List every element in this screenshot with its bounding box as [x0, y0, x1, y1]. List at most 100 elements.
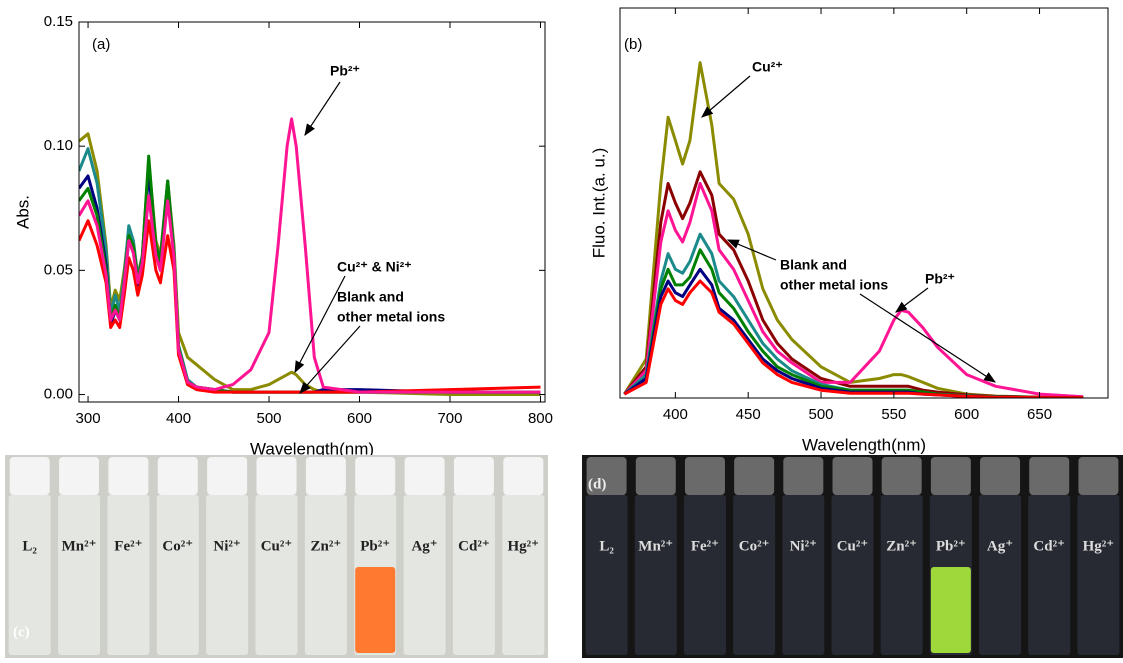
x-tick-label: 600 [347, 410, 372, 427]
x-tick-label: 550 [881, 406, 906, 423]
arrow [300, 326, 360, 393]
x-tick-label: 400 [166, 410, 191, 427]
vial [206, 495, 248, 655]
annotation: Pb²⁺ [330, 63, 360, 79]
plot-area [79, 119, 541, 395]
vial [502, 495, 544, 655]
vial [635, 495, 677, 655]
x-tick-label: 650 [1027, 406, 1052, 423]
annotation: (a) [92, 36, 110, 53]
y-tick-label: 0.15 [44, 13, 73, 30]
vial [733, 495, 775, 655]
photo-label: (c) [13, 624, 30, 640]
arrow [896, 288, 928, 312]
vial [305, 495, 347, 655]
arrow [702, 76, 750, 117]
y-tick-label: 0.05 [44, 261, 73, 278]
vial [107, 495, 149, 655]
vial-cap [207, 457, 247, 495]
x-tick-label: 700 [437, 410, 462, 427]
vial-cap [10, 457, 50, 495]
vial [782, 495, 824, 655]
photo-label: (d) [588, 476, 606, 492]
vial [58, 495, 100, 655]
vial-label: Fe²⁺ [691, 538, 719, 554]
vial-cap [1029, 457, 1069, 495]
vial-label: Co²⁺ [162, 538, 193, 554]
vial-cap [59, 457, 99, 495]
x-tick-label: 400 [663, 406, 688, 423]
vial-cap [882, 457, 922, 495]
vial [1028, 495, 1070, 655]
vial-cap [685, 457, 725, 495]
vial-label: Cd²⁺ [1033, 538, 1065, 554]
annotation: Pb²⁺ [925, 271, 955, 287]
vial [453, 495, 495, 655]
vial-label: Ag⁺ [987, 538, 1013, 554]
vial-label: Cu²⁺ [261, 538, 293, 554]
vial-label: Ni²⁺ [213, 538, 240, 554]
annotation: (b) [624, 36, 642, 53]
x-tick-label: 800 [528, 410, 553, 427]
annotation: Blank and [337, 289, 404, 305]
x-tick-label: 300 [76, 410, 101, 427]
vial [157, 495, 199, 655]
vial-cap [405, 457, 445, 495]
vial-label: Fe²⁺ [114, 538, 142, 554]
x-tick-label: 600 [954, 406, 979, 423]
vial-cap [503, 457, 543, 495]
data-line [624, 250, 1083, 398]
vial-label: Cd²⁺ [458, 538, 490, 554]
plot-area [624, 63, 1083, 398]
annotation: Cu²⁺ [752, 59, 783, 75]
arrow [860, 294, 995, 382]
vial-label: Pb²⁺ [360, 538, 390, 554]
vial-cap [734, 457, 774, 495]
vial-label: Cu²⁺ [837, 538, 869, 554]
vial-cap [158, 457, 198, 495]
vial-cap [980, 457, 1020, 495]
vial-cap [306, 457, 346, 495]
vial-cap [833, 457, 873, 495]
y-tick-label: 0.00 [44, 386, 73, 403]
vial-label: Hg²⁺ [1083, 538, 1115, 554]
vial-label: Ag⁺ [411, 538, 437, 554]
vial [404, 495, 446, 655]
vial-label: Zn²⁺ [310, 538, 341, 554]
vial-label: Co²⁺ [739, 538, 770, 554]
x-tick-label: 500 [809, 406, 834, 423]
vial-liquid [355, 567, 395, 653]
vial-label: L₂ [599, 538, 614, 554]
vial-label: Zn²⁺ [886, 538, 917, 554]
vial [1077, 495, 1119, 655]
vial-cap [931, 457, 971, 495]
vial-label: Hg²⁺ [508, 538, 540, 554]
vial [832, 495, 874, 655]
arrow [305, 82, 340, 135]
y-axis-title: Fluo. Int.(a. u.) [589, 148, 608, 259]
vial-cap [355, 457, 395, 495]
vial-label: Ni²⁺ [790, 538, 817, 554]
vial-cap [454, 457, 494, 495]
vial-label: Mn²⁺ [638, 538, 673, 554]
vial-cap [636, 457, 676, 495]
y-tick-label: 0.10 [44, 137, 73, 154]
x-tick-label: 500 [257, 410, 282, 427]
vial [256, 495, 298, 655]
vial-cap [783, 457, 823, 495]
vial [684, 495, 726, 655]
annotation: other metal ions [337, 309, 445, 325]
x-axis-title: Wavelength(nm) [802, 435, 926, 454]
annotation: Cu²⁺ & Ni²⁺ [337, 259, 412, 275]
vial-label: Mn²⁺ [62, 538, 97, 554]
vial [881, 495, 923, 655]
vial-cap [1078, 457, 1118, 495]
figure: 300 400 500 600 700 800 0.00 0.05 0.10 0.15 Wavele… [0, 0, 1123, 658]
vial-cap [108, 457, 148, 495]
x-tick-label: 450 [736, 406, 761, 423]
vial-label: Pb²⁺ [936, 538, 966, 554]
data-line [624, 63, 1083, 398]
y-axis-title: Abs. [13, 195, 32, 229]
vial [586, 495, 628, 655]
plot-frame [620, 8, 1108, 398]
